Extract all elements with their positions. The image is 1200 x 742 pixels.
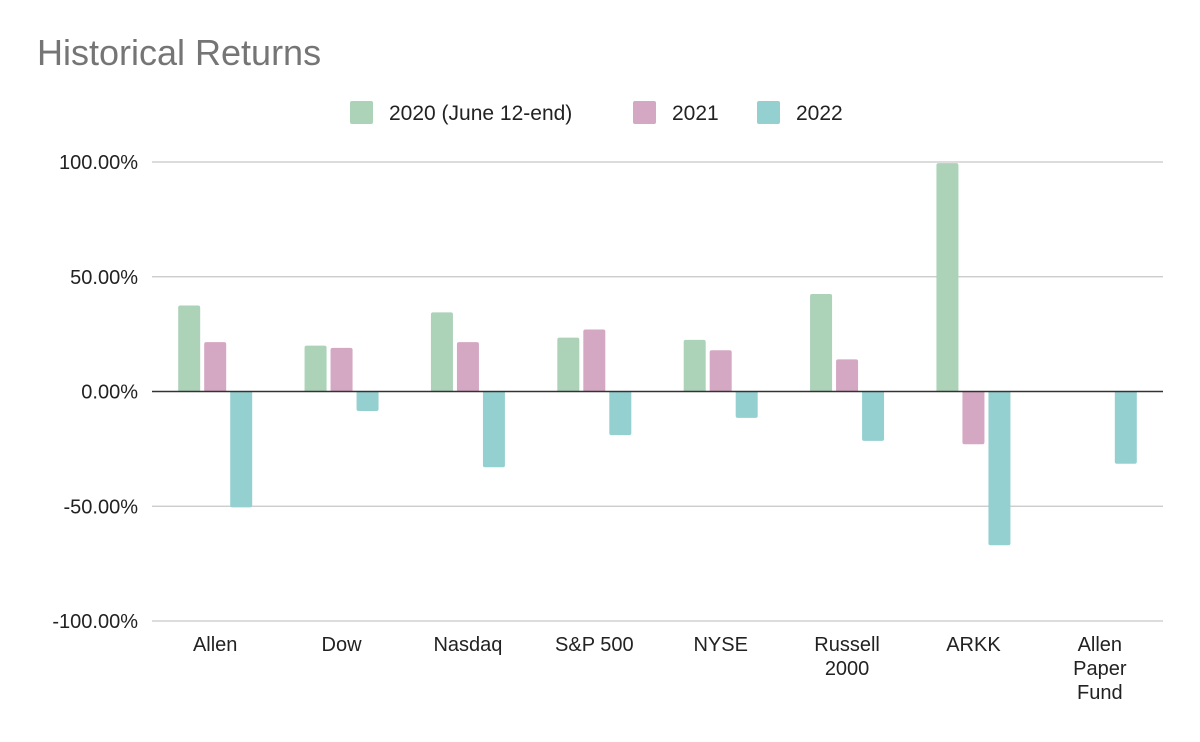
bar-russell-2000-2021 [836,359,859,392]
y-axis-labels: 100.00% 50.00% 0.00% -50.00% -100.00% [52,152,138,633]
bar-allen-2021 [204,342,227,392]
bar-dow-2021 [330,347,353,392]
bar-nasdaq-2021 [456,342,479,392]
x-tick-label: Dow [322,634,363,656]
y-tick-label: 100.00% [59,152,138,174]
x-tick-label: S&P 500 [555,634,634,656]
legend-label: 2022 [796,102,843,125]
y-tick-label: 0.00% [81,382,138,404]
x-tick-label: Nasdaq [433,634,502,656]
legend-swatch [633,101,656,124]
bars [178,163,1137,546]
chart-title: Historical Returns [37,32,322,73]
bar-nyse-2020-june-12-end [683,339,706,392]
y-tick-label: -100.00% [52,611,138,633]
x-tick-label: Allen Paper Fund [1073,634,1127,704]
bar-arkk-2021 [962,391,985,445]
bar-allen-paper-fund-2022 [1114,391,1137,464]
x-tick-label: Russell 2000 [814,634,880,680]
y-tick-label: 50.00% [70,267,138,289]
x-tick-label: NYSE [693,634,747,656]
x-tick-label: Allen [193,634,237,656]
bar-s-p-500-2022 [609,391,632,436]
bar-nasdaq-2020-june-12-end [430,312,453,392]
bar-dow-2020-june-12-end [304,345,327,392]
bar-arkk-2020-june-12-end [936,163,959,392]
x-axis-labels: Allen Dow Nasdaq S&P 500 NYSE Russell 2000 ARKK… [193,634,1127,704]
bar-allen-2022 [230,391,253,508]
bar-arkk-2022 [988,391,1011,546]
x-tick-label: ARKK [946,634,1001,656]
bar-russell-2000-2022 [862,391,885,441]
bar-s-p-500-2021 [583,329,606,392]
bar-nyse-2022 [735,391,758,418]
bar-nasdaq-2022 [482,391,505,468]
bar-nyse-2021 [709,350,732,392]
bar-allen-2020-june-12-end [178,305,201,392]
bar-russell-2000-2020-june-12-end [810,293,833,392]
legend: 2020 (June 12-end) 2021 2022 [350,101,843,125]
legend-label: 2021 [672,102,719,125]
legend-swatch [350,101,373,124]
bar-dow-2022 [356,391,379,412]
y-tick-label: -50.00% [64,496,139,518]
legend-label: 2020 (June 12-end) [389,102,572,125]
bar-s-p-500-2020-june-12-end [557,337,580,392]
legend-swatch [757,101,780,124]
